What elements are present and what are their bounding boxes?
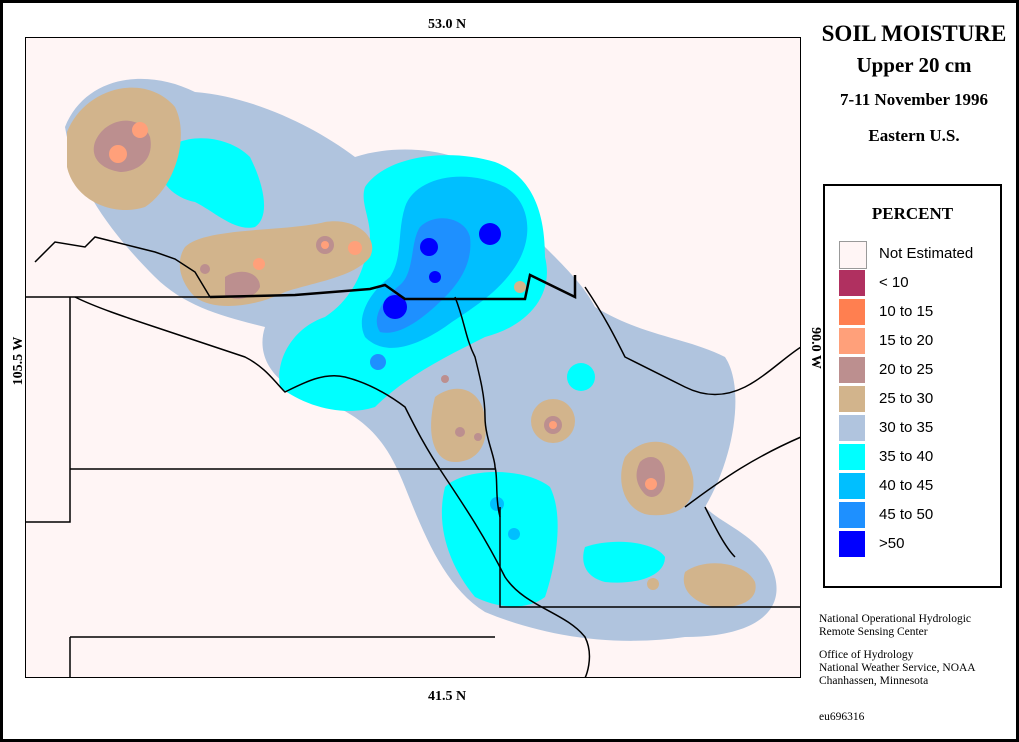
zone-35-40-a (159, 138, 265, 228)
river-west (74, 296, 591, 678)
zone-15-20-b (132, 122, 148, 138)
moisture-blue-layer (361, 176, 528, 540)
river-east (584, 286, 801, 396)
north-coast (34, 236, 211, 298)
legend-label: >50 (879, 535, 905, 552)
zone-gt-50-d (429, 271, 441, 283)
latitude-top-label: 53.0 N (428, 17, 467, 32)
soil-moisture-map (25, 37, 801, 678)
zone-15-20-a (109, 145, 127, 163)
zone-20-25-c (636, 457, 665, 497)
zone-gt-50-b (479, 223, 501, 245)
legend-label: 35 to 40 (879, 448, 934, 465)
zone-25-30-f (683, 563, 756, 608)
state-line-a (25, 297, 71, 523)
legend-label: 20 to 25 (879, 361, 934, 378)
legend-label: 30 to 35 (879, 419, 934, 436)
canada-border (209, 273, 577, 301)
zone-gt-50-a (420, 238, 438, 256)
legend-swatch (839, 531, 865, 557)
legend-label: 15 to 20 (879, 332, 934, 349)
legend-swatch (839, 299, 865, 325)
credit-line-3: Office of Hydrology (819, 649, 914, 661)
map-title: SOIL MOISTURE (821, 21, 1007, 46)
state-line-e (499, 507, 801, 608)
legend-swatch (839, 386, 865, 412)
legend-title: PERCENT (871, 204, 954, 223)
legend-swatch (839, 415, 865, 441)
longitude-right-label: 90.0 W (808, 327, 823, 369)
credits: National Operational Hydrologic Remote S… (819, 613, 976, 698)
legend-swatch (839, 473, 865, 499)
zone-25-30-c (431, 388, 486, 462)
legend-swatch (839, 270, 865, 296)
map-subtitle-region: Eastern U.S. (868, 126, 960, 145)
legend-swatch (839, 444, 865, 470)
legend-label: 40 to 45 (879, 477, 934, 494)
state-boundaries (25, 236, 801, 678)
moisture-dry-layer (93, 120, 665, 590)
credit-line-5: Chanhassen, Minnesota (819, 675, 929, 687)
zone-gt-50-c (383, 295, 407, 319)
legend-label: 10 to 15 (879, 303, 934, 320)
title-block: SOIL MOISTURE Upper 20 cm 7-11 November … (809, 21, 1019, 146)
river-east-3 (704, 506, 736, 558)
legend-label: 25 to 30 (879, 390, 934, 407)
zone-20-25-b (225, 271, 260, 299)
legend-swatch (839, 241, 867, 269)
legend-swatch (839, 357, 865, 383)
zone-45-50-e (370, 354, 386, 370)
zone-40-45-f (508, 528, 520, 540)
legend-label: < 10 (879, 274, 909, 291)
legend: PERCENT Not Estimated < 10 10 to 15 15 to 2… (823, 184, 1002, 588)
credit-line-4: National Weather Service, NOAA (819, 662, 976, 674)
credit-line-1: National Operational Hydrologic (819, 613, 972, 625)
zone-35-40-d (583, 541, 665, 583)
image-id: eu696316 (819, 711, 865, 723)
map-subtitle-depth: Upper 20 cm (856, 53, 972, 77)
legend-swatch (839, 328, 865, 354)
river-east-2 (684, 436, 801, 508)
legend-label: 45 to 50 (879, 506, 934, 523)
map-subtitle-dates: 7-11 November 1996 (840, 90, 988, 109)
legend-label: Not Estimated (879, 245, 974, 262)
credit-line-2: Remote Sensing Center (819, 626, 928, 638)
latitude-bottom-label: 41.5 N (428, 689, 467, 704)
legend-swatch (839, 502, 865, 528)
river-north (454, 296, 501, 518)
